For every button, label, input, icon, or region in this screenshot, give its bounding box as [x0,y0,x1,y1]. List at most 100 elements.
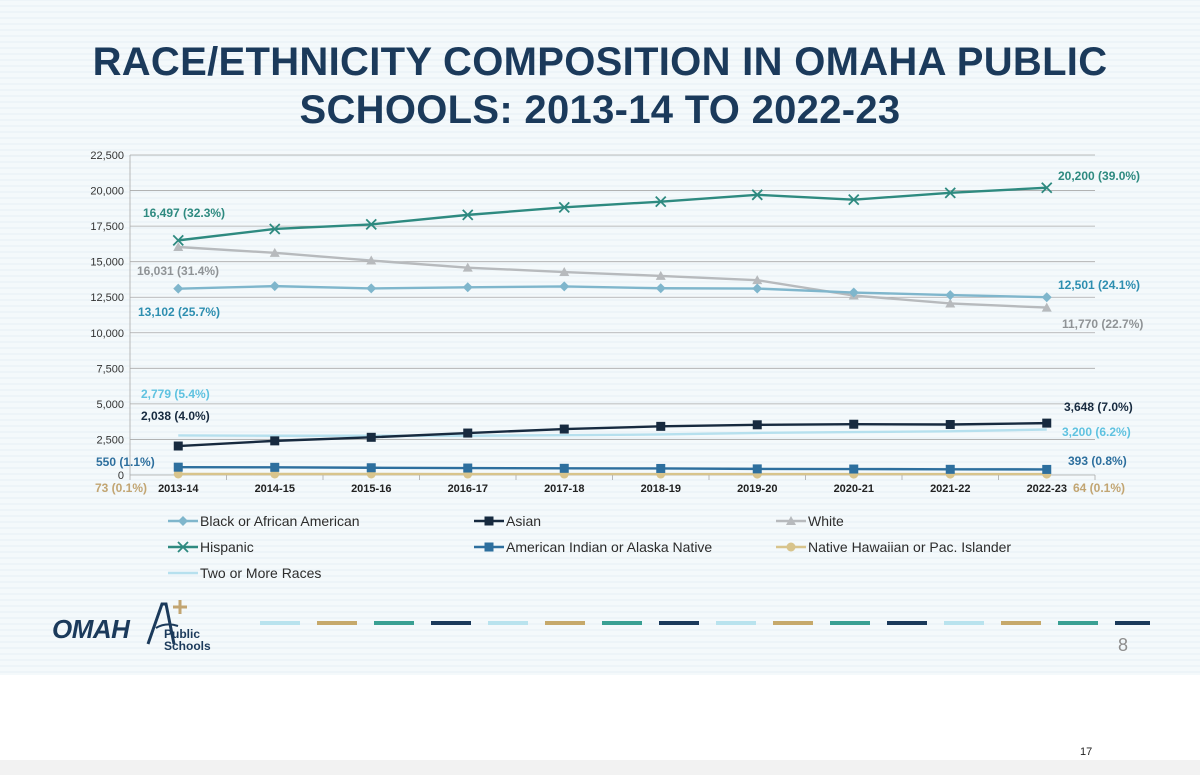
logo-wordmark: OMAH [52,614,130,644]
data-point [558,201,570,213]
decorative-dash [830,621,870,625]
data-point [559,281,570,292]
legend-label: Two or More Races [200,565,322,581]
legend-marker [786,516,796,525]
y-tick-label: 0 [118,470,124,482]
slide-title-line-2: SCHOOLS: 2013-14 TO 2022-23 [299,88,901,132]
data-point [944,187,956,199]
legend-swatch-icon [168,516,198,526]
data-point [655,196,667,208]
decorative-dash [887,621,927,625]
data-label: 2,779 (5.4%) [141,387,210,401]
decorative-dash [1001,621,1041,625]
data-point [751,189,763,201]
data-point [462,262,473,272]
data-point [945,290,956,301]
data-point [945,298,956,308]
decorative-dash-strip [260,621,1150,625]
data-point [365,218,377,231]
y-tick-label: 7,500 [96,363,124,375]
legend-swatch-icon [168,571,198,575]
decorative-dash [260,621,300,625]
data-point [752,283,763,294]
data-label: 13,102 (25.7%) [138,305,220,319]
series-two-or-more-races [178,428,1047,437]
data-point [366,283,377,294]
slide-number: 8 [1118,635,1129,655]
data-point [559,424,569,434]
data-point [366,463,376,473]
data-label: 16,031 (31.4%) [137,264,219,278]
x-tick-label: 2014-15 [255,483,295,495]
decorative-dash [488,621,528,625]
data-point [463,463,473,473]
data-point [462,282,473,293]
logo-a-plus-icon [146,600,187,645]
omaha-public-schools-logo: OMAH Public Schools [52,598,222,658]
data-point [173,242,184,252]
series-line [178,428,1047,437]
legend-item: Asian [474,513,541,529]
x-tick-label: 2015-16 [351,483,391,495]
data-point [269,281,280,292]
series-hispanic [172,182,1053,247]
data-point [270,436,280,446]
legend-item: White [776,513,844,529]
data-point [655,283,666,294]
decorative-dash [1058,621,1098,625]
legend-label: Native Hawaiian or Pac. Islander [808,539,1012,555]
data-point [1041,302,1052,312]
data-point [1041,292,1052,303]
data-point [1041,182,1053,194]
data-point [463,428,473,438]
data-point [945,420,955,430]
data-point [1042,418,1052,428]
legend-swatch-icon [168,541,198,553]
slide-title-line-1: RACE/ETHNICITY COMPOSITION IN OMAHA PUBL… [92,40,1108,84]
data-label: 64 (0.1%) [1073,481,1125,495]
data-point [173,441,183,451]
data-point [270,462,280,472]
data-point [173,283,184,294]
decorative-dash [944,621,984,625]
x-tick-label: 2020-21 [834,483,874,495]
x-tick-label: 2022-23 [1027,483,1067,495]
decorative-dash [716,621,756,625]
decorative-dash [545,621,585,625]
y-tick-label: 22,500 [90,150,124,162]
data-point [849,419,859,429]
data-point [848,287,859,298]
y-tick-label: 5,000 [96,399,124,411]
series-american-indian-or-alaska-native [173,462,1052,474]
y-tick-label: 10,000 [90,328,124,340]
data-label: 16,497 (32.3%) [143,206,225,220]
data-point [269,247,280,257]
data-point [752,275,763,285]
y-tick-label: 15,000 [90,257,124,269]
series-line [178,245,1047,309]
legend-item: Two or More Races [168,565,321,581]
series-asian [173,418,1052,451]
decorative-dash [659,621,699,625]
data-point [173,469,183,479]
data-label: 73 (0.1%) [95,481,147,495]
series-white [173,242,1052,312]
data-point [462,209,474,221]
legend-swatch-icon [474,542,504,552]
data-label: 3,648 (7.0%) [1064,400,1133,414]
page-number: 17 [1080,746,1093,758]
data-point [656,463,666,473]
y-tick-label: 12,500 [90,292,124,304]
series-line [178,284,1047,299]
decorative-dash [431,621,471,625]
data-point [752,420,762,430]
data-label: 3,200 (6.2%) [1062,425,1131,439]
x-tick-label: 2018-19 [641,483,681,495]
data-point [752,464,762,474]
x-tick-label: 2017-18 [544,483,584,495]
logo-subtitle-line-2: Schools [164,639,211,653]
legend-label: Hispanic [200,539,254,555]
data-point [848,194,860,206]
legend-swatch-icon [776,516,806,525]
data-label: 2,038 (4.0%) [141,409,210,423]
